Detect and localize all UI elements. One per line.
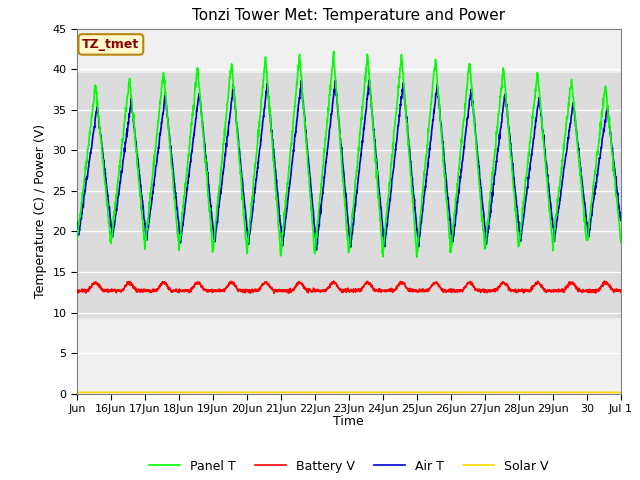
Air T xyxy=(323,151,331,156)
X-axis label: Time: Time xyxy=(333,415,364,429)
Panel T xyxy=(617,240,625,246)
Battery V xyxy=(502,282,509,288)
Text: TZ_tmet: TZ_tmet xyxy=(82,38,140,51)
Battery V xyxy=(600,278,608,284)
Battery V xyxy=(602,280,609,286)
Panel T xyxy=(100,176,108,181)
Solar V xyxy=(100,389,108,395)
Panel T xyxy=(330,48,337,54)
Panel T xyxy=(413,254,420,260)
Panel T xyxy=(602,83,609,89)
Panel T xyxy=(502,94,509,100)
Y-axis label: Temperature (C) / Power (V): Temperature (C) / Power (V) xyxy=(34,124,47,298)
Panel T xyxy=(602,84,609,89)
Air T xyxy=(100,167,108,173)
Air T xyxy=(338,144,346,150)
Air T xyxy=(73,219,81,225)
Battery V xyxy=(323,285,331,291)
Legend: Panel T, Battery V, Air T, Solar V: Panel T, Battery V, Air T, Solar V xyxy=(144,455,554,478)
Line: Air T: Air T xyxy=(77,80,621,250)
Air T xyxy=(313,247,321,253)
Solar V xyxy=(601,389,609,395)
Solar V xyxy=(323,389,331,395)
Air T xyxy=(365,77,373,83)
Solar V xyxy=(617,389,625,395)
Battery V xyxy=(602,281,609,287)
Air T xyxy=(502,96,509,101)
Bar xyxy=(77,73,621,317)
Air T xyxy=(617,217,625,223)
Battery V xyxy=(617,288,625,294)
Air T xyxy=(602,120,609,125)
Solar V xyxy=(601,389,609,395)
Line: Panel T: Panel T xyxy=(77,51,621,257)
Air T xyxy=(602,118,609,124)
Panel T xyxy=(323,121,331,127)
Panel T xyxy=(338,159,346,165)
Panel T xyxy=(73,237,81,242)
Battery V xyxy=(285,290,292,296)
Battery V xyxy=(73,288,81,294)
Battery V xyxy=(100,287,108,292)
Line: Battery V: Battery V xyxy=(77,281,621,293)
Solar V xyxy=(501,389,509,395)
Battery V xyxy=(338,289,346,295)
Solar V xyxy=(337,389,345,395)
Title: Tonzi Tower Met: Temperature and Power: Tonzi Tower Met: Temperature and Power xyxy=(192,9,506,24)
Solar V xyxy=(73,389,81,395)
